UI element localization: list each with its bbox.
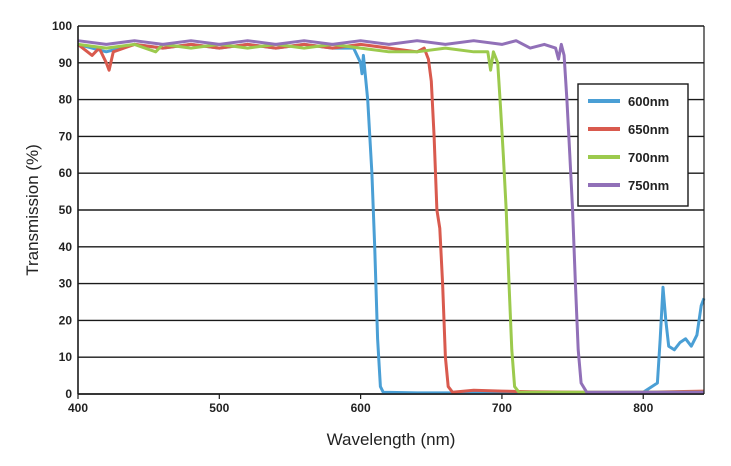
y-tick-label-40: 40 <box>59 240 73 254</box>
legend-label-650nm: 650nm <box>628 122 669 137</box>
x-tick-label-600: 600 <box>351 401 371 415</box>
series-line-700nm <box>77 42 704 394</box>
x-tick-label-700: 700 <box>492 401 512 415</box>
y-tick-label-90: 90 <box>59 56 73 70</box>
x-tick-label-400: 400 <box>68 401 88 415</box>
y-tick-label-30: 30 <box>59 277 73 291</box>
y-tick-label-0: 0 <box>65 387 72 401</box>
legend-label-750nm: 750nm <box>628 178 669 193</box>
legend-label-700nm: 700nm <box>628 150 669 165</box>
y-tick-label-60: 60 <box>59 166 73 180</box>
series-line-750nm <box>77 39 704 394</box>
x-tick-label-500: 500 <box>209 401 229 415</box>
axes <box>77 26 705 395</box>
x-tick-label-800: 800 <box>633 401 653 415</box>
tick-labels: 0 10 20 30 40 50 60 70 80 90 100 400 500 600 700 800 <box>52 19 654 415</box>
y-tick-label-50: 50 <box>59 203 73 217</box>
y-tick-label-20: 20 <box>59 313 73 327</box>
y-tick-label-100: 100 <box>52 19 72 33</box>
y-tick-label-10: 10 <box>59 350 73 364</box>
y-tick-label-70: 70 <box>59 129 73 143</box>
series-lines <box>77 39 706 395</box>
x-axis-title: Wavelength (nm) <box>327 430 456 449</box>
y-tick-label-80: 80 <box>59 93 73 107</box>
grid-lines <box>77 25 704 399</box>
legend-label-600nm: 600nm <box>628 94 669 109</box>
legend: 600nm 650nm 700nm 750nm <box>577 83 689 207</box>
y-axis-title: Transmission (%) <box>23 144 42 276</box>
